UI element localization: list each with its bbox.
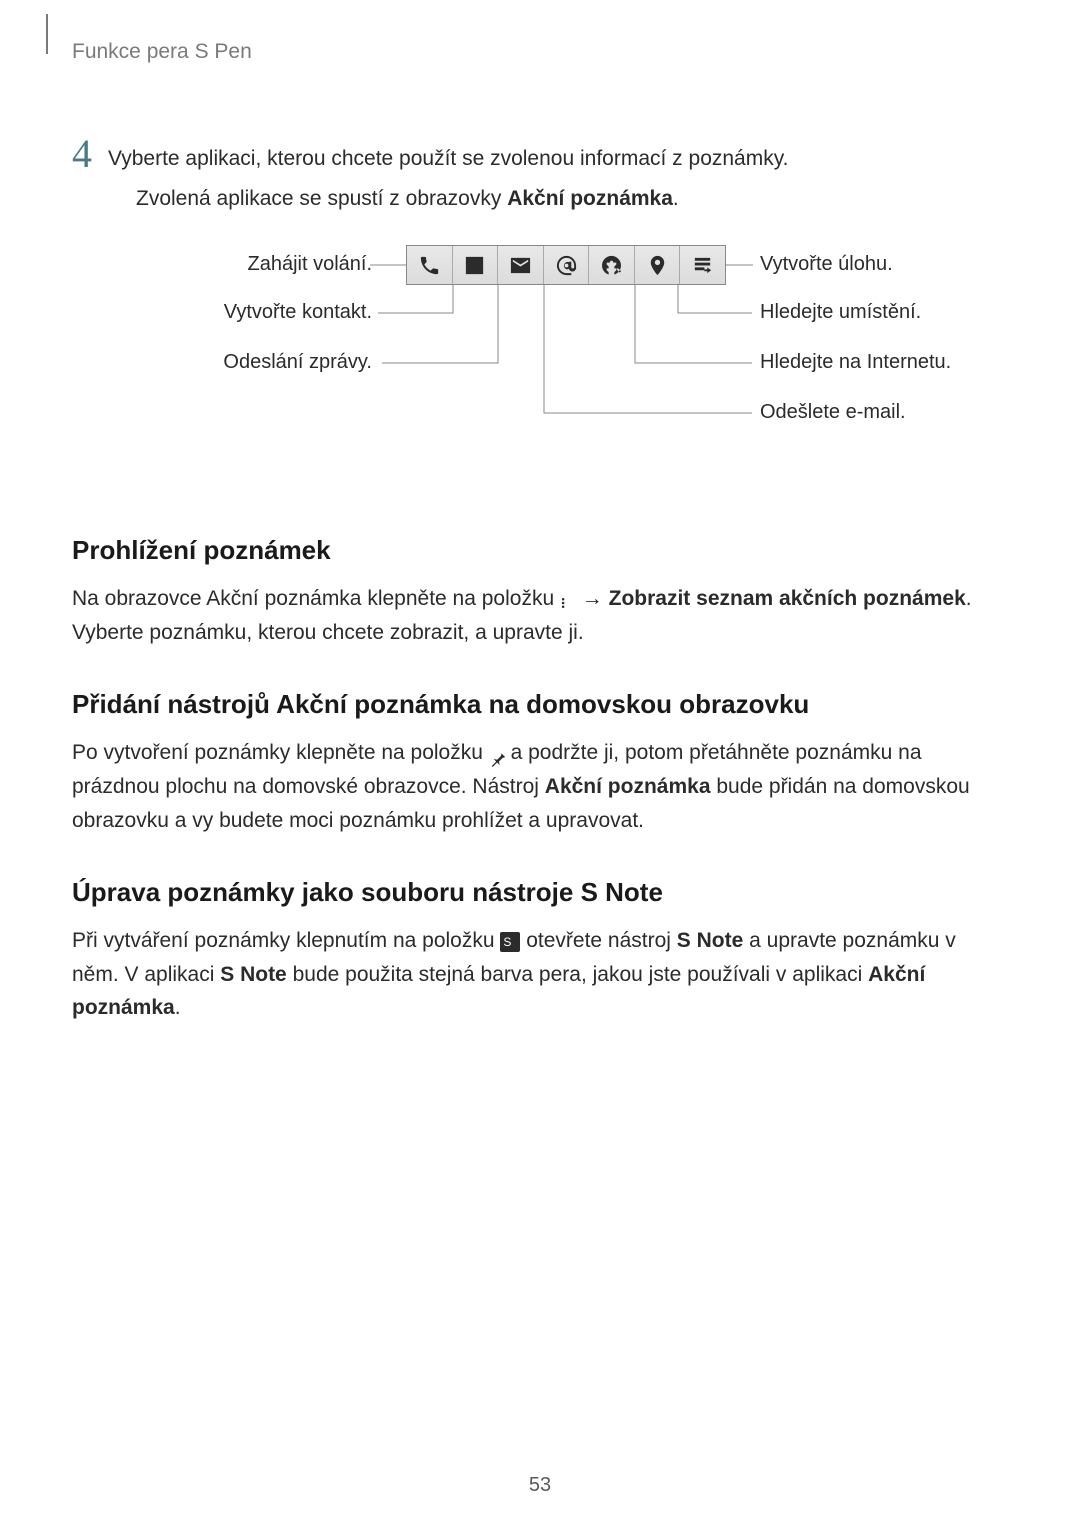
s3-mid3: bude použita stejná barva pera, jakou js… xyxy=(287,963,868,986)
s3-pre: Při vytváření poznámky klepnutím na polo… xyxy=(72,929,500,952)
web-icon xyxy=(589,246,635,284)
s1-arrow: → xyxy=(576,587,609,610)
page-number: 53 xyxy=(0,1474,1080,1497)
message-icon xyxy=(498,246,544,284)
s2-bold: Akční poznámka xyxy=(545,775,711,798)
s3-post: . xyxy=(175,996,181,1019)
section-viewing-notes: Prohlížení poznámek xyxy=(72,535,1008,566)
callout-task: Vytvořte úlohu. xyxy=(760,253,893,276)
section-header: Funkce pera S Pen xyxy=(72,40,1008,64)
icon-toolbar xyxy=(406,245,726,285)
callout-location: Hledejte umístění. xyxy=(760,301,921,324)
step-line2-pre: Zvolená aplikace se spustí z obrazovky xyxy=(136,187,507,210)
s2-pre: Po vytvoření poznámky klepněte na položk… xyxy=(72,741,489,764)
document-page: Funkce pera S Pen 4 Vyberte aplikaci, kt… xyxy=(0,0,1080,1025)
more-icon xyxy=(560,590,576,610)
s3-paragraph: Při vytváření poznámky klepnutím na polo… xyxy=(72,924,1008,1025)
step-body: Vyberte aplikaci, kterou chcete použít s… xyxy=(108,134,1044,495)
section-add-widget: Přidání nástrojů Akční poznámka na domov… xyxy=(72,689,1008,720)
section-snote: Úprava poznámky jako souboru nástroje S … xyxy=(72,877,1008,908)
callout-web: Hledejte na Internetu. xyxy=(760,351,951,374)
s3-b1: S Note xyxy=(677,929,744,952)
step-line2-post: . xyxy=(673,187,679,210)
phone-icon xyxy=(407,246,453,284)
step-number: 4 xyxy=(72,134,92,174)
step-line-2: Zvolená aplikace se spustí z obrazovky A… xyxy=(136,182,1044,216)
at-icon xyxy=(544,246,590,284)
s1-pre: Na obrazovce Akční poznámka klepněte na … xyxy=(72,587,560,610)
contact-icon xyxy=(453,246,499,284)
snote-icon xyxy=(500,932,520,952)
step-line2-bold: Akční poznámka xyxy=(507,187,673,210)
location-icon xyxy=(635,246,681,284)
callout-contact: Vytvořte kontakt. xyxy=(108,301,372,324)
pin-icon xyxy=(489,744,505,764)
s3-b2: S Note xyxy=(220,963,287,986)
s1-bold: Zobrazit seznam akčních poznámek xyxy=(609,587,966,610)
step-line-1: Vyberte aplikaci, kterou chcete použít s… xyxy=(108,142,1044,176)
step-4: 4 Vyberte aplikaci, kterou chcete použít… xyxy=(72,134,1008,495)
callout-call: Zahájit volání. xyxy=(108,253,372,276)
callout-message: Odeslání zprávy. xyxy=(108,351,372,374)
action-icons-diagram: Zahájit volání. Vytvořte kontakt. Odeslá… xyxy=(108,245,1044,455)
s1-paragraph: Na obrazovce Akční poznámka klepněte na … xyxy=(72,582,1008,649)
s2-paragraph: Po vytvoření poznámky klepněte na položk… xyxy=(72,736,1008,837)
s3-mid1: otevřete nástroj xyxy=(520,929,676,952)
task-icon xyxy=(680,246,725,284)
callout-email: Odešlete e-mail. xyxy=(760,401,906,424)
